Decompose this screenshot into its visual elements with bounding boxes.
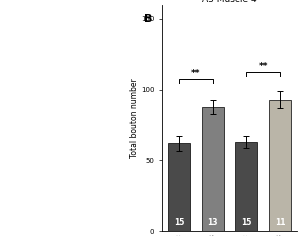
Bar [269,100,291,231]
Text: 13: 13 [207,218,218,227]
Bar [236,142,257,231]
Text: **: ** [191,69,201,78]
Text: 15: 15 [241,218,251,227]
Bar [202,107,224,231]
Bar [168,143,190,231]
Title: A3 Muscle 4: A3 Muscle 4 [202,0,257,4]
Text: **: ** [258,62,268,71]
Text: 11: 11 [275,218,285,227]
Y-axis label: Total bouton number: Total bouton number [130,78,140,158]
Text: B: B [144,14,152,24]
Text: 15: 15 [174,218,184,227]
